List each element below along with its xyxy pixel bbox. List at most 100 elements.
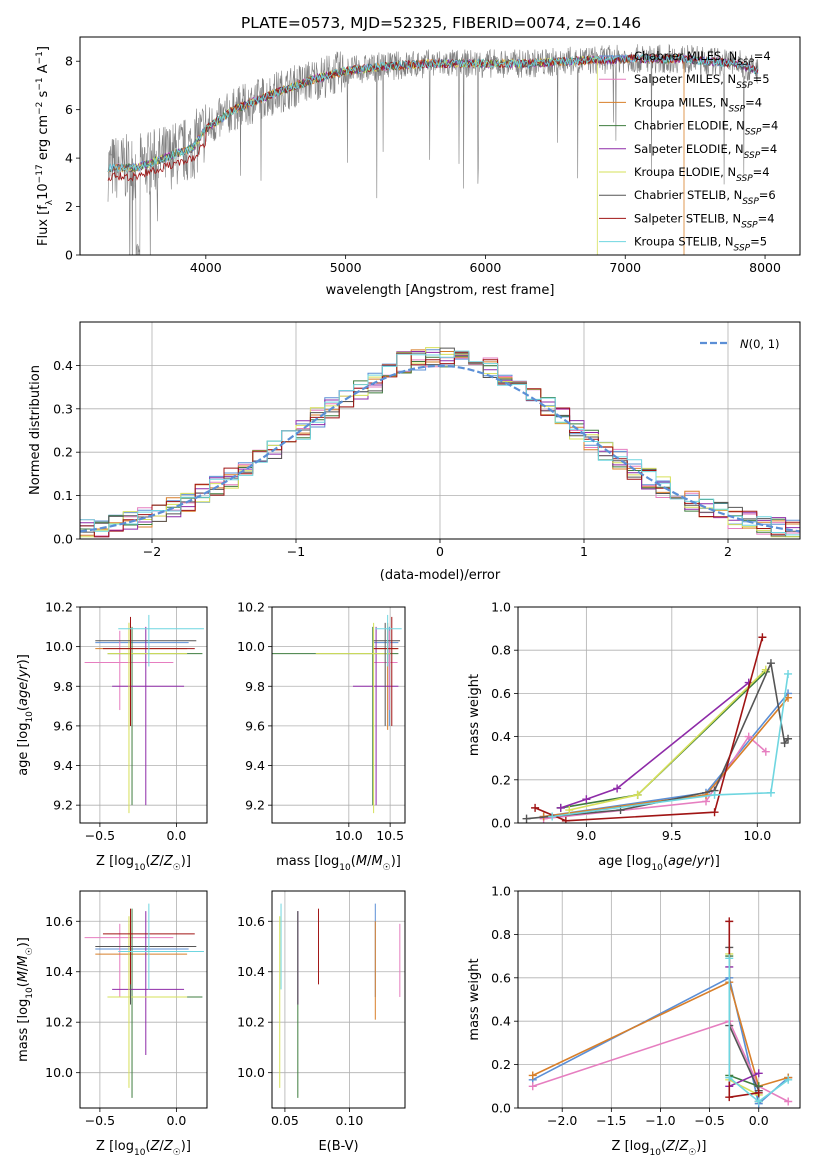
x-tick-label: −0.5 bbox=[85, 1113, 115, 1128]
mass-weight-marker bbox=[780, 739, 789, 748]
x-axis-label: E(B-V) bbox=[318, 1139, 358, 1154]
plot-area bbox=[528, 917, 793, 1108]
x-tick-label: −2 bbox=[143, 544, 161, 559]
y-tick-label: 0.8 bbox=[491, 643, 511, 658]
mass-weight-marker bbox=[758, 633, 767, 642]
mass-weight-marker bbox=[565, 806, 574, 815]
x-tick-label: 6000 bbox=[470, 260, 502, 275]
axes-frame bbox=[79, 606, 208, 824]
y-tick-label: 6 bbox=[65, 102, 73, 117]
x-tick-label: 0.10 bbox=[336, 1113, 364, 1128]
mass-weight-marker bbox=[784, 1075, 793, 1084]
axes-frame bbox=[79, 890, 208, 1109]
y-tick-label: 0.2 bbox=[491, 1057, 511, 1072]
legend-label: Chabrier STELIB, NSSP=6 bbox=[634, 188, 776, 207]
mass-weight-marker bbox=[561, 816, 570, 823]
mass-weight-line bbox=[552, 673, 789, 818]
y-tick-label: 10.2 bbox=[237, 600, 265, 615]
x-tick-label: 10.0 bbox=[335, 828, 363, 843]
mass-weight-line bbox=[728, 953, 760, 1096]
x-tick-label: −0.5 bbox=[694, 1113, 724, 1128]
axes-frame bbox=[271, 606, 406, 824]
legend-label: Kroupa ELODIE, NSSP=4 bbox=[634, 165, 770, 184]
y-axis-label: age [log10(age/yr)] bbox=[16, 654, 35, 776]
y-tick-label: 10.6 bbox=[45, 914, 73, 929]
x-tick-label: 7000 bbox=[609, 260, 641, 275]
x-tick-label: −1 bbox=[287, 544, 305, 559]
y-tick-label: 9.2 bbox=[245, 798, 265, 813]
plot-area bbox=[84, 614, 204, 814]
plot-area bbox=[522, 633, 793, 823]
axes-frame bbox=[79, 36, 801, 256]
mass-weight-marker bbox=[710, 808, 719, 817]
y-tick-label: 0.1 bbox=[53, 488, 73, 503]
y-tick-label: 8 bbox=[65, 54, 73, 69]
legend-label: Kroupa STELIB, NSSP=5 bbox=[634, 235, 767, 254]
y-tick-label: 10.0 bbox=[45, 639, 73, 654]
mass-weight-marker bbox=[766, 659, 775, 668]
mass-weight-marker bbox=[556, 803, 565, 812]
y-tick-label: 9.8 bbox=[245, 679, 265, 694]
x-tick-label: 1 bbox=[580, 544, 588, 559]
y-tick-label: 2 bbox=[65, 199, 73, 214]
mass-weight-marker bbox=[582, 795, 591, 804]
plot-area bbox=[107, 43, 759, 255]
mass-weight-marker bbox=[548, 812, 557, 821]
y-tick-label: 9.4 bbox=[53, 758, 73, 773]
y-tick-label: 10.2 bbox=[237, 1015, 265, 1030]
legend-label: Chabrier ELODIE, NSSP=4 bbox=[634, 119, 778, 138]
y-tick-label: 0.6 bbox=[491, 970, 511, 985]
mass-weight-line bbox=[728, 958, 789, 1103]
mass-weight-marker bbox=[725, 917, 734, 926]
mass-weight-marker bbox=[531, 803, 540, 812]
x-axis-label: Z [log10(Z/Z☉)] bbox=[612, 1139, 707, 1158]
x-tick-label: −2.0 bbox=[547, 1113, 577, 1128]
model-spectrum-line bbox=[107, 54, 759, 173]
plot-area bbox=[84, 903, 204, 1098]
axes-frame bbox=[517, 890, 801, 1109]
residuals-panel: −2 −1 0 1 2 0.0 0.1 0.2 0.3 0.4 N(0, 1) (data-model… bbox=[28, 321, 801, 583]
y-tick-label: 10.2 bbox=[45, 1015, 73, 1030]
mass-weight-marker bbox=[613, 784, 622, 793]
mass-weight-marker bbox=[528, 1071, 537, 1080]
y-tick-label: 9.6 bbox=[245, 718, 265, 733]
mass-weight-marker bbox=[725, 954, 734, 963]
axes-frame bbox=[271, 890, 406, 1109]
legend-label: Salpeter ELODIE, NSSP=4 bbox=[634, 142, 777, 161]
mass-weight-marker bbox=[784, 1097, 793, 1106]
mass-weight-marker bbox=[784, 734, 793, 743]
y-tick-label: 0.0 bbox=[491, 816, 511, 831]
y-tick-label: 10.2 bbox=[45, 600, 73, 615]
x-tick-label: −0.5 bbox=[85, 828, 115, 843]
x-tick-label: 9.0 bbox=[576, 828, 596, 843]
mass-weight-marker bbox=[522, 814, 531, 823]
figure-title: PLATE=0573, MJD=52325, FIBERID=0074, z=0… bbox=[241, 14, 641, 32]
mass_vs_Z-panel: −0.5 0.0 10.0 10.2 10.4 10.6 Z [log10(Z/Z☉)] ma… bbox=[16, 890, 208, 1158]
x-axis-label: mass [log10(M/M☉)] bbox=[276, 854, 401, 873]
legend-label: Chabrier MILES, NSSP=4 bbox=[634, 49, 771, 68]
plot-area bbox=[279, 903, 401, 1098]
y-tick-label: 0 bbox=[65, 248, 73, 263]
legend-label: N(0, 1) bbox=[740, 337, 780, 351]
mass-weight-marker bbox=[754, 1088, 763, 1097]
mass-weight-marker bbox=[761, 747, 770, 756]
y-tick-label: 0.4 bbox=[491, 1014, 511, 1029]
y-tick-label: 4 bbox=[65, 151, 73, 166]
mass-weight-line bbox=[532, 980, 789, 1088]
x-tick-label: 10.0 bbox=[743, 828, 771, 843]
x-tick-label: 5000 bbox=[330, 260, 362, 275]
mass-weight-marker bbox=[744, 732, 753, 741]
x-tick-label: 0.0 bbox=[166, 828, 186, 843]
y-tick-label: 0.2 bbox=[53, 445, 73, 460]
y-tick-label: 0.4 bbox=[53, 358, 73, 373]
x-axis-label: Z [log10(Z/Z☉)] bbox=[96, 1139, 191, 1158]
x-tick-label: 9.5 bbox=[662, 828, 682, 843]
plot-area bbox=[272, 614, 402, 814]
y-tick-label: 10.0 bbox=[237, 1065, 265, 1080]
y-axis-label: Normed distribution bbox=[28, 365, 43, 495]
age_vs_mass-panel: 10.0 10.5 9.2 9.4 9.6 9.8 10.0 10.2 mass [log10(… bbox=[237, 600, 406, 873]
y-tick-label: 10.4 bbox=[237, 964, 265, 979]
legend-label: Salpeter STELIB, NSSP=4 bbox=[634, 211, 775, 230]
y-tick-label: 0.2 bbox=[491, 772, 511, 787]
